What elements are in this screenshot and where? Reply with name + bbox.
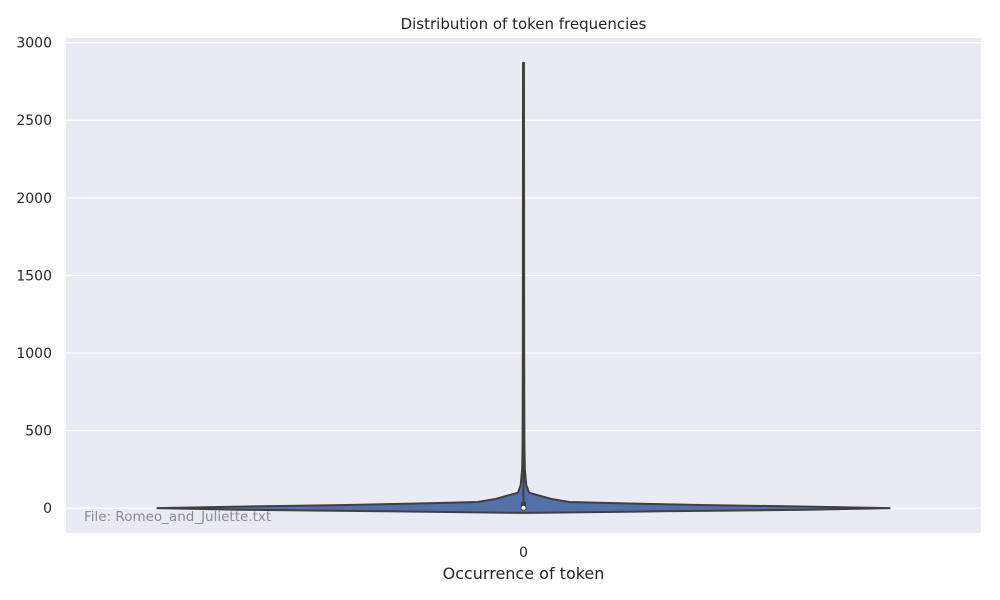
x-tick-label: 0 — [519, 545, 528, 561]
violin-median-marker — [520, 504, 527, 511]
y-tick-label: 1000 — [16, 346, 52, 362]
violin-layer — [156, 61, 891, 514]
x-tick-labels: 0 — [519, 545, 528, 561]
chart-title: Distribution of token frequencies — [401, 15, 647, 33]
file-annotation: File: Romeo_and_Juliette.txt — [84, 509, 271, 525]
y-tick-label: 2500 — [16, 113, 52, 129]
x-axis-label: Occurrence of token — [443, 564, 605, 583]
y-tick-labels: 0 500 1000 1500 2000 2500 3000 — [16, 36, 52, 518]
y-tick-label: 0 — [43, 501, 52, 517]
y-tick-label: 1500 — [16, 268, 52, 284]
y-tick-label: 500 — [25, 424, 52, 440]
y-tick-label: 2000 — [16, 191, 52, 207]
y-tick-label: 3000 — [16, 36, 52, 52]
